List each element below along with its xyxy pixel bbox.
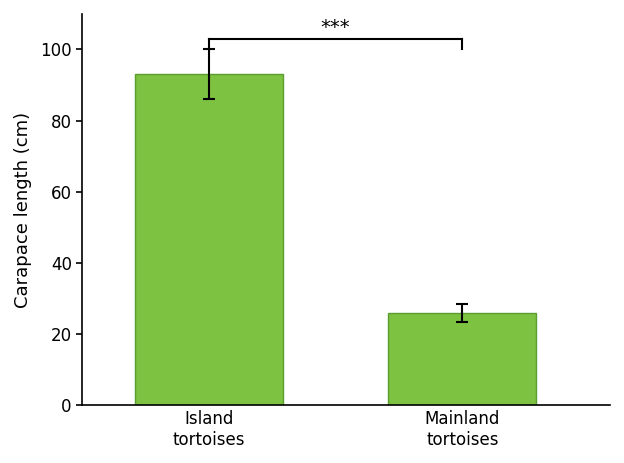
Bar — [388, 313, 536, 406]
Bar — [135, 75, 283, 406]
Text: ***: *** — [321, 18, 351, 37]
Y-axis label: Carapace length (cm): Carapace length (cm) — [14, 112, 32, 308]
